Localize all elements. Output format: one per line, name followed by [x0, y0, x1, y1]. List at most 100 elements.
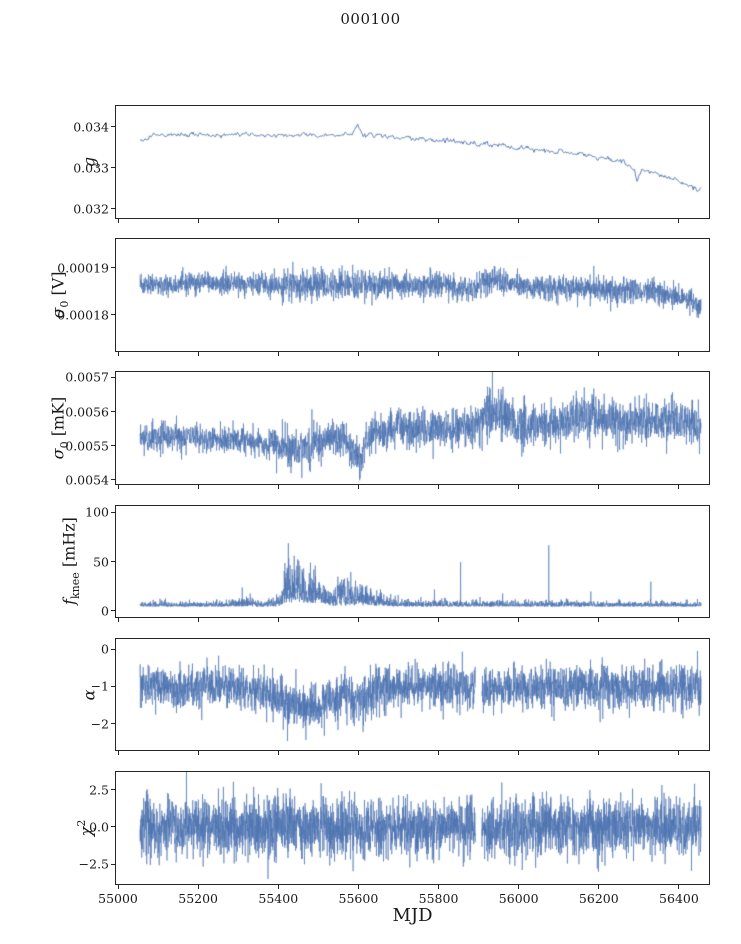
y-tick-label: −1 [90, 678, 109, 694]
x-tick [197, 484, 199, 489]
plot-canvas-gain [116, 106, 709, 217]
x-tick [197, 351, 199, 356]
x-tick [678, 884, 680, 889]
subplot-fknee: fknee [mHz] 0 50 100 [60, 504, 710, 623]
x-axis-label: MJD [392, 905, 433, 926]
x-tick-label: 56000 [498, 890, 539, 906]
subplot-sigma0-mk: σ0 [mK] 0.0054 0.0055 0.0056 0.0057 [49, 370, 710, 489]
y-tick [111, 826, 115, 828]
x-tick [438, 618, 440, 623]
x-tick [438, 218, 440, 223]
y-axis-label-fknee: fknee [mHz] [58, 517, 82, 605]
x-tick [598, 484, 600, 489]
y-tick [111, 167, 115, 169]
x-tick [598, 884, 600, 889]
y-tick [111, 314, 115, 316]
x-tick [598, 751, 600, 756]
x-tick [598, 618, 600, 623]
x-tick [357, 484, 359, 489]
y-tick [111, 479, 115, 481]
ylabel-subscript: knee [68, 572, 82, 600]
y-tick [111, 208, 115, 210]
x-tick [357, 351, 359, 356]
subplot-sigma0-volts: σ0 [V] 0.00018 0.00019 [49, 238, 710, 356]
y-tick [111, 411, 115, 413]
y-tick [111, 723, 115, 725]
y-tick [111, 685, 115, 687]
ylabel-unit: [mHz] [59, 517, 79, 573]
x-tick [518, 884, 520, 889]
plot-canvas-sigma0-volts [116, 239, 709, 351]
x-tick-label: 55600 [338, 890, 379, 906]
y-tick [111, 863, 115, 865]
x-tick-label: 56200 [578, 890, 619, 906]
x-tick-label: 56400 [659, 890, 699, 906]
x-tick [277, 884, 279, 889]
x-tick [518, 618, 520, 623]
y-tick [111, 789, 115, 791]
x-tick [117, 751, 119, 756]
x-tick-label: 55200 [178, 890, 219, 906]
y-tick-label: 0.00019 [57, 260, 109, 276]
y-tick-label: −2.5 [78, 856, 109, 872]
x-tick [117, 351, 119, 356]
y-tick-label: 0.034 [73, 119, 109, 135]
plot-canvas-fknee [116, 505, 709, 617]
y-tick [111, 561, 115, 563]
ylabel-unit: [V] [48, 271, 68, 301]
x-tick [117, 618, 119, 623]
x-tick [678, 484, 680, 489]
y-tick-label: −2 [90, 716, 109, 732]
x-tick [197, 218, 199, 223]
x-tick [277, 618, 279, 623]
ylabel-superscript: 2 [75, 819, 89, 827]
x-tick-label: 55800 [418, 890, 459, 906]
x-tick [598, 218, 600, 223]
x-tick [357, 618, 359, 623]
subplot-stack: g 0.032 0.033 0.034 σ0 [V] 0.00018 0.00019 … [49, 105, 710, 906]
x-tick [277, 218, 279, 223]
x-tick-label: 55400 [258, 890, 299, 906]
y-tick [111, 267, 115, 269]
y-tick-label: 0.00018 [57, 307, 109, 323]
x-tick [117, 884, 119, 889]
x-tick [678, 218, 680, 223]
x-tick [438, 751, 440, 756]
y-tick-label: 0 [101, 641, 109, 657]
y-tick-label: 0.0054 [65, 472, 109, 488]
subplot-gain: g 0.032 0.033 0.034 [73, 105, 710, 223]
x-tick [678, 751, 680, 756]
x-tick [438, 351, 440, 356]
x-tick [357, 884, 359, 889]
figure-title: 000100 [340, 10, 401, 28]
x-tick [117, 218, 119, 223]
x-tick [277, 751, 279, 756]
y-tick-label: 0 [101, 603, 109, 619]
x-tick [438, 484, 440, 489]
y-tick [111, 648, 115, 650]
y-tick-label: 100 [85, 504, 109, 520]
x-tick [518, 484, 520, 489]
x-tick [357, 751, 359, 756]
x-tick [277, 484, 279, 489]
x-tick [197, 884, 199, 889]
subplot-chi2: χ2 −2.5 0.0 2.5 55000 55200 55400 55600 55800 56… [75, 770, 710, 906]
subplot-alpha: α −2 −1 0 [80, 637, 710, 756]
x-tick [518, 751, 520, 756]
y-tick [111, 126, 115, 128]
plot-canvas-sigma0-mk [116, 372, 709, 484]
x-tick [357, 218, 359, 223]
y-tick [111, 445, 115, 447]
x-tick [518, 351, 520, 356]
y-tick [111, 511, 115, 513]
x-tick [117, 484, 119, 489]
x-tick [197, 751, 199, 756]
y-tick-label: 50 [93, 554, 109, 570]
ylabel-symbol: f [59, 599, 79, 606]
y-tick-label: 0.0057 [65, 369, 109, 385]
y-tick-label: 0.0056 [65, 404, 109, 420]
y-tick-label: 0.033 [73, 160, 109, 176]
y-tick-label: 0.032 [73, 201, 109, 217]
x-tick [438, 884, 440, 889]
